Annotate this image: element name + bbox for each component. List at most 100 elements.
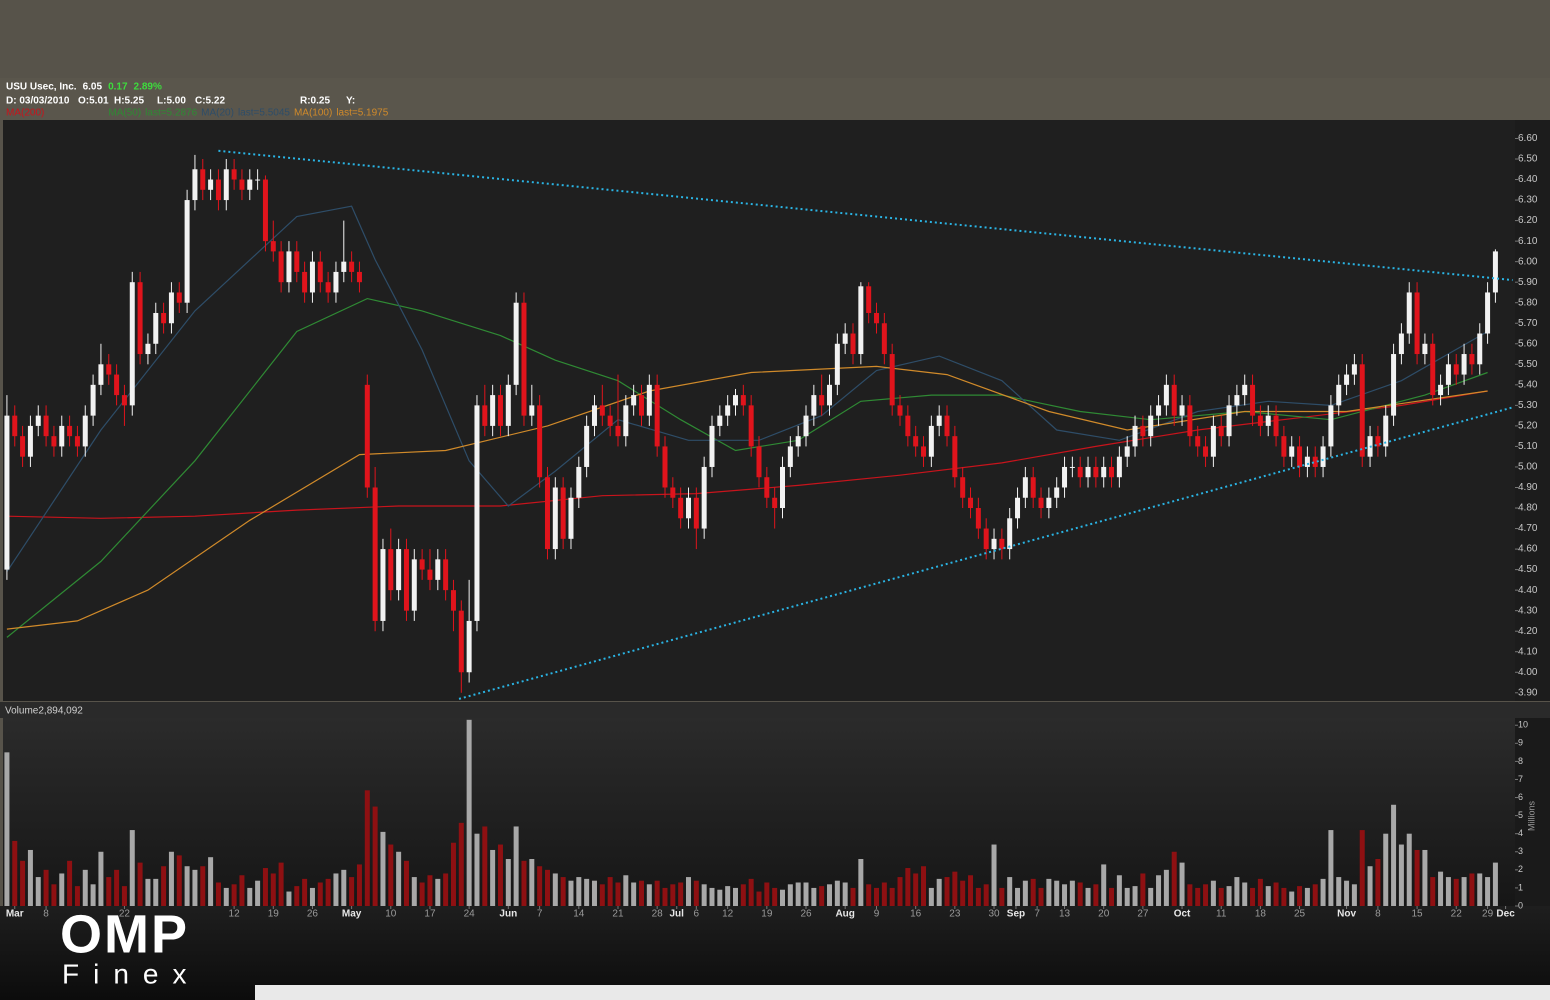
candle-body: [1289, 446, 1295, 457]
candle-body: [568, 497, 574, 539]
candle-body: [1077, 466, 1083, 478]
candle-body: [842, 333, 848, 344]
volume-bar: [795, 882, 801, 906]
candle-body: [1398, 333, 1404, 355]
x-tick-label: 8: [43, 909, 49, 920]
candle-body: [1461, 354, 1467, 375]
volume-bar: [443, 873, 449, 906]
volume-tick-label: 2: [1518, 864, 1523, 874]
candle-body: [1414, 292, 1420, 355]
bar-range: R:0.25: [300, 96, 330, 107]
volume-bar: [732, 887, 738, 906]
candle-body: [1046, 497, 1052, 509]
candle-body: [482, 405, 488, 426]
candle-body: [607, 415, 613, 426]
y-tick-label: 4.60: [1518, 544, 1538, 555]
volume-bar: [98, 851, 104, 906]
candle-body: [200, 169, 206, 190]
volume-bar: [631, 882, 637, 906]
candle-body: [1093, 466, 1099, 478]
candle-body: [521, 302, 527, 416]
candle-body: [1109, 466, 1115, 478]
candle-body: [74, 436, 80, 447]
candle-body: [90, 384, 96, 416]
volume-bar: [1203, 884, 1209, 906]
volume-bar: [1015, 887, 1021, 906]
y-tick-label: 5.60: [1518, 338, 1538, 349]
ticker-name: USU Usec, Inc.: [6, 82, 77, 93]
volume-bar: [858, 859, 864, 906]
y-tick-label: 6.60: [1518, 133, 1538, 144]
candle-body: [1469, 354, 1475, 365]
bar-open: O:5.01: [78, 96, 109, 107]
volume-bar: [59, 873, 65, 906]
candle-body: [740, 395, 746, 406]
legend-entry: MA(100): [294, 108, 332, 119]
candle-body: [12, 415, 18, 437]
candle-body: [114, 374, 120, 396]
price-change-pct: 2.89%: [134, 82, 162, 93]
volume-bar: [1281, 887, 1287, 906]
candle-body: [1179, 405, 1185, 416]
volume-bar: [1265, 886, 1271, 906]
candle-body: [662, 446, 668, 488]
x-tick-label: 12: [722, 909, 734, 920]
candle-body: [1226, 405, 1232, 437]
volume-bar: [881, 882, 887, 906]
volume-bar: [1414, 849, 1420, 906]
volume-bar: [1344, 880, 1350, 906]
volume-bar: [435, 878, 441, 906]
candle-body: [168, 292, 174, 324]
x-tick-label: 14: [573, 909, 585, 920]
candle-body: [403, 549, 409, 611]
volume-bar: [388, 844, 394, 906]
volume-bar: [67, 860, 73, 906]
volume-bar: [685, 877, 691, 906]
volume-bar: [725, 886, 731, 906]
volume-bar: [1257, 878, 1263, 906]
volume-bar: [1438, 871, 1444, 906]
candle-body: [631, 395, 637, 406]
volume-bar: [764, 882, 770, 906]
candle-body: [584, 425, 590, 467]
candle-body: [490, 395, 496, 426]
volume-bar: [1171, 851, 1177, 906]
y-tick-label: 4.00: [1518, 667, 1538, 678]
volume-bar: [129, 830, 135, 906]
volume-bar: [584, 878, 590, 906]
x-tick-label: 15: [1412, 909, 1424, 920]
volume-bar: [1351, 884, 1357, 906]
legend-last: last=5.5045: [238, 108, 290, 119]
candle-body: [1304, 456, 1310, 467]
volume-bar: [944, 877, 950, 906]
volume-bar: [513, 826, 519, 906]
volume-bar: [1187, 884, 1193, 906]
candle-body: [952, 436, 958, 478]
candle-body: [960, 477, 966, 498]
candle-body: [709, 425, 715, 467]
candle-body: [874, 312, 880, 324]
candle-body: [1391, 354, 1397, 416]
candle-body: [153, 312, 159, 344]
y-tick-label: 4.50: [1518, 564, 1538, 575]
moving-average-line: [6, 390, 1488, 519]
volume-bar: [349, 877, 355, 906]
candle-body: [286, 251, 292, 283]
footer: [0, 906, 1550, 1000]
candle-body: [803, 415, 809, 437]
volume-bar: [341, 869, 347, 906]
volume-bar: [403, 860, 409, 906]
candle-body: [599, 405, 605, 416]
candle-body: [858, 286, 864, 355]
volume-bar: [1328, 830, 1334, 906]
x-tick-label: Nov: [1337, 909, 1356, 920]
candle-body: [427, 569, 433, 580]
candle-body: [1171, 384, 1177, 416]
candle-body: [208, 179, 214, 190]
candle-body: [881, 323, 887, 355]
logo-sub: Finex: [62, 958, 200, 989]
candle-body: [928, 425, 934, 457]
logo-main: OMP: [60, 904, 189, 964]
bar-high: H:5.25: [114, 96, 144, 107]
candle-body: [137, 282, 143, 355]
